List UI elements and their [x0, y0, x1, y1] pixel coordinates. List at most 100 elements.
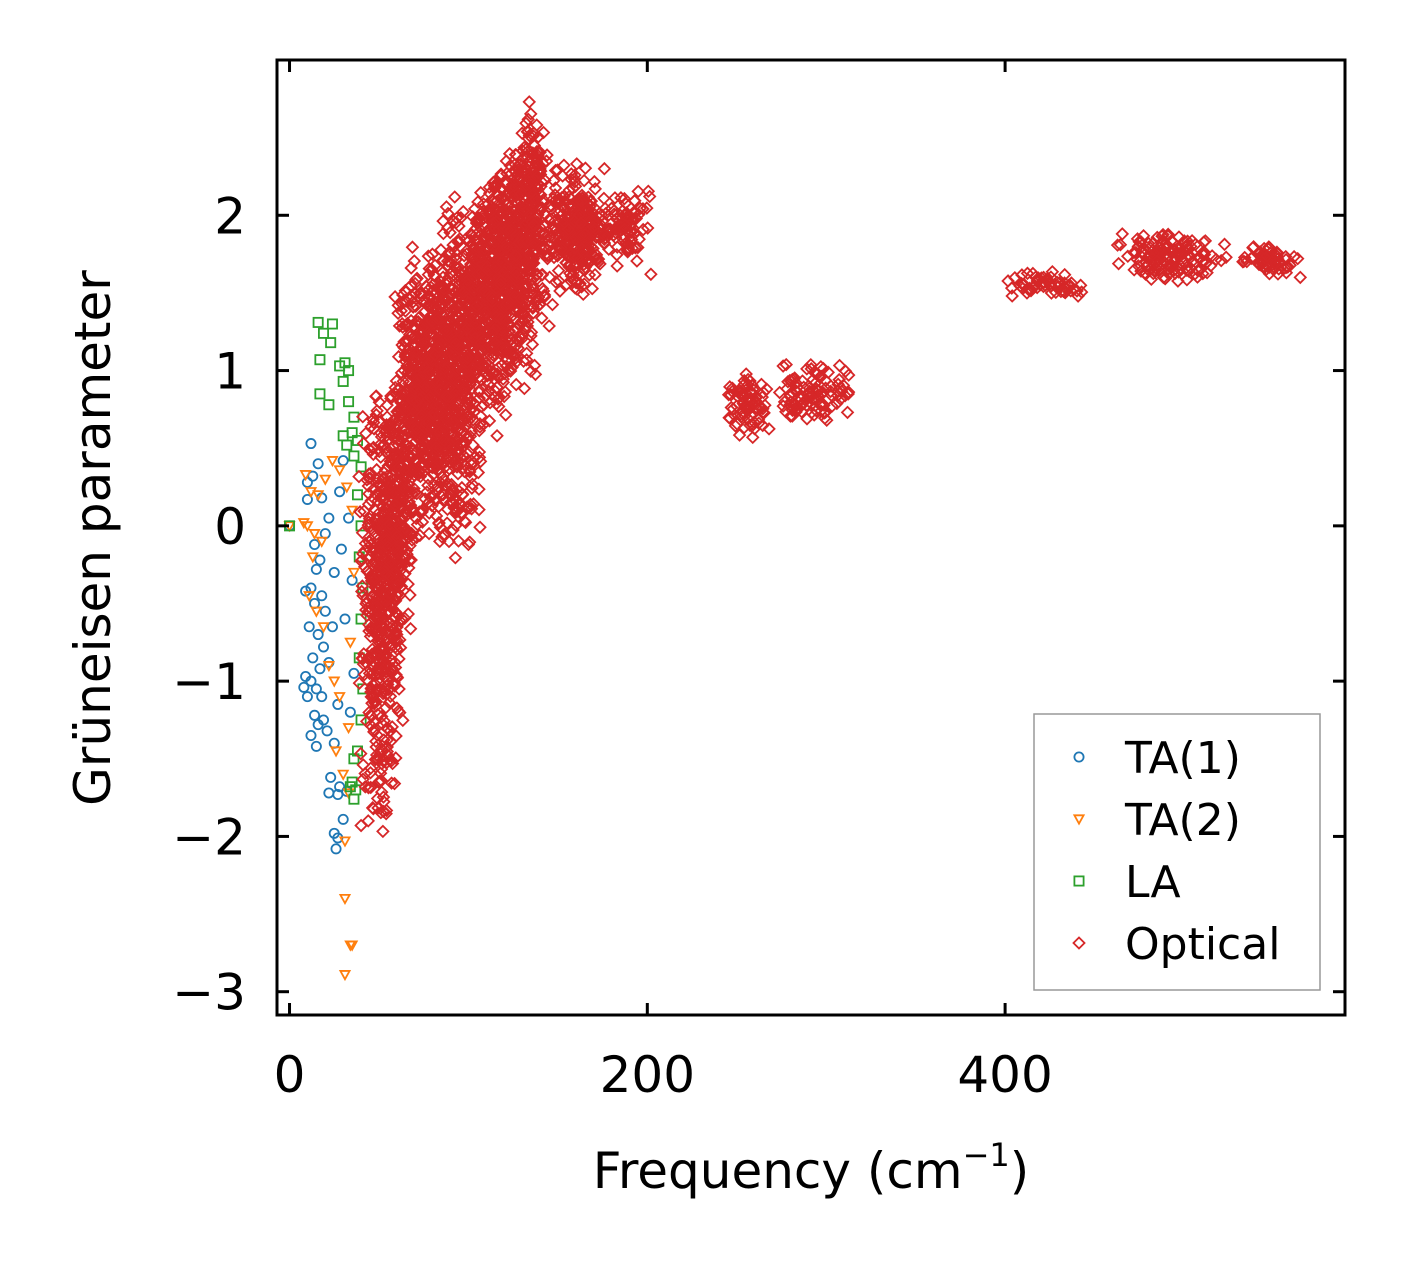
optical-point [454, 306, 469, 321]
ta2-point [312, 490, 325, 502]
optical-point [522, 95, 537, 109]
optical-point [425, 297, 439, 311]
optical-point [1179, 238, 1194, 253]
optical-point [422, 526, 436, 541]
optical-point [630, 254, 644, 268]
optical-point [534, 311, 549, 325]
optical-point [1127, 263, 1141, 277]
optical-point [804, 357, 818, 372]
optical-point [484, 204, 498, 218]
optical-point [353, 505, 367, 519]
optical-point [620, 245, 635, 259]
optical-point [818, 381, 833, 395]
optical-point [830, 396, 844, 411]
optical-point [457, 248, 471, 263]
optical-point [564, 167, 579, 181]
optical-point [369, 487, 383, 502]
optical-point [536, 284, 551, 298]
optical-point [1141, 236, 1156, 251]
ta2-point [338, 893, 352, 905]
optical-point [736, 404, 751, 419]
optical-point [396, 446, 411, 461]
optical-point [796, 396, 810, 411]
optical-point [420, 359, 435, 374]
optical-point [571, 233, 585, 248]
optical-point [408, 299, 423, 314]
optical-point [588, 267, 602, 282]
optical-point [434, 243, 448, 257]
optical-point [409, 394, 424, 408]
optical-point [838, 364, 853, 379]
optical-point [1257, 241, 1271, 256]
x-axis-label: Frequency (cm−1) [593, 1136, 1030, 1200]
optical-point [1196, 235, 1211, 249]
optical-point [1030, 280, 1044, 295]
optical-point [409, 530, 424, 545]
optical-point [574, 194, 589, 209]
optical-point [362, 535, 377, 549]
optical-point [1073, 278, 1088, 293]
ta1-point [314, 554, 326, 566]
data-points [283, 95, 1308, 982]
optical-point [527, 358, 542, 373]
optical-point [785, 385, 799, 400]
optical-point [437, 433, 451, 448]
optical-point [497, 366, 511, 381]
optical-point [1148, 261, 1163, 275]
optical-point [421, 291, 436, 305]
optical-point [379, 533, 394, 548]
optical-point [482, 414, 497, 428]
optical-point [617, 191, 632, 206]
optical-point [743, 384, 758, 399]
optical-point [524, 325, 539, 340]
optical-point [407, 481, 421, 496]
optical-point [405, 486, 419, 501]
ta2-point [315, 536, 328, 548]
optical-point [471, 359, 486, 373]
optical-point [444, 415, 459, 429]
optical-point [434, 320, 448, 335]
ta1-point [312, 458, 324, 470]
optical-point [374, 785, 389, 799]
optical-point [1005, 289, 1019, 303]
optical-point [384, 389, 398, 403]
optical-point [1071, 289, 1085, 303]
optical-point [1110, 238, 1125, 252]
optical-point [433, 534, 447, 549]
optical-point [788, 383, 802, 398]
optical-point [383, 569, 398, 584]
optical-point [535, 195, 550, 209]
optical-point [451, 375, 466, 390]
ta2-point [329, 746, 343, 758]
optical-point [528, 192, 543, 207]
optical-point [1246, 240, 1261, 254]
optical-point [524, 364, 538, 379]
legend-label: LA [1125, 857, 1181, 908]
optical-point [787, 372, 801, 386]
optical-point [745, 430, 760, 445]
optical-point [613, 208, 627, 222]
optical-point [500, 176, 514, 190]
optical-point [1203, 259, 1218, 273]
optical-point [468, 317, 483, 331]
optical-point [500, 236, 514, 251]
optical-point [443, 399, 457, 413]
optical-point [439, 389, 454, 404]
optical-point [503, 252, 517, 266]
ta1-point [334, 486, 346, 498]
series-ta2 [283, 456, 361, 982]
optical-point [496, 221, 511, 236]
optical-point [354, 818, 368, 833]
optical-point [465, 477, 480, 492]
optical-point [499, 154, 514, 168]
optical-point [446, 433, 460, 448]
optical-point [364, 620, 378, 635]
optical-point [1278, 249, 1293, 264]
optical-point [519, 178, 534, 193]
x-tick-label: 400 [957, 1046, 1052, 1104]
ta1-point [305, 675, 317, 687]
optical-point [493, 277, 508, 292]
optical-point [366, 447, 381, 462]
optical-point [800, 411, 814, 426]
optical-point [404, 386, 418, 401]
